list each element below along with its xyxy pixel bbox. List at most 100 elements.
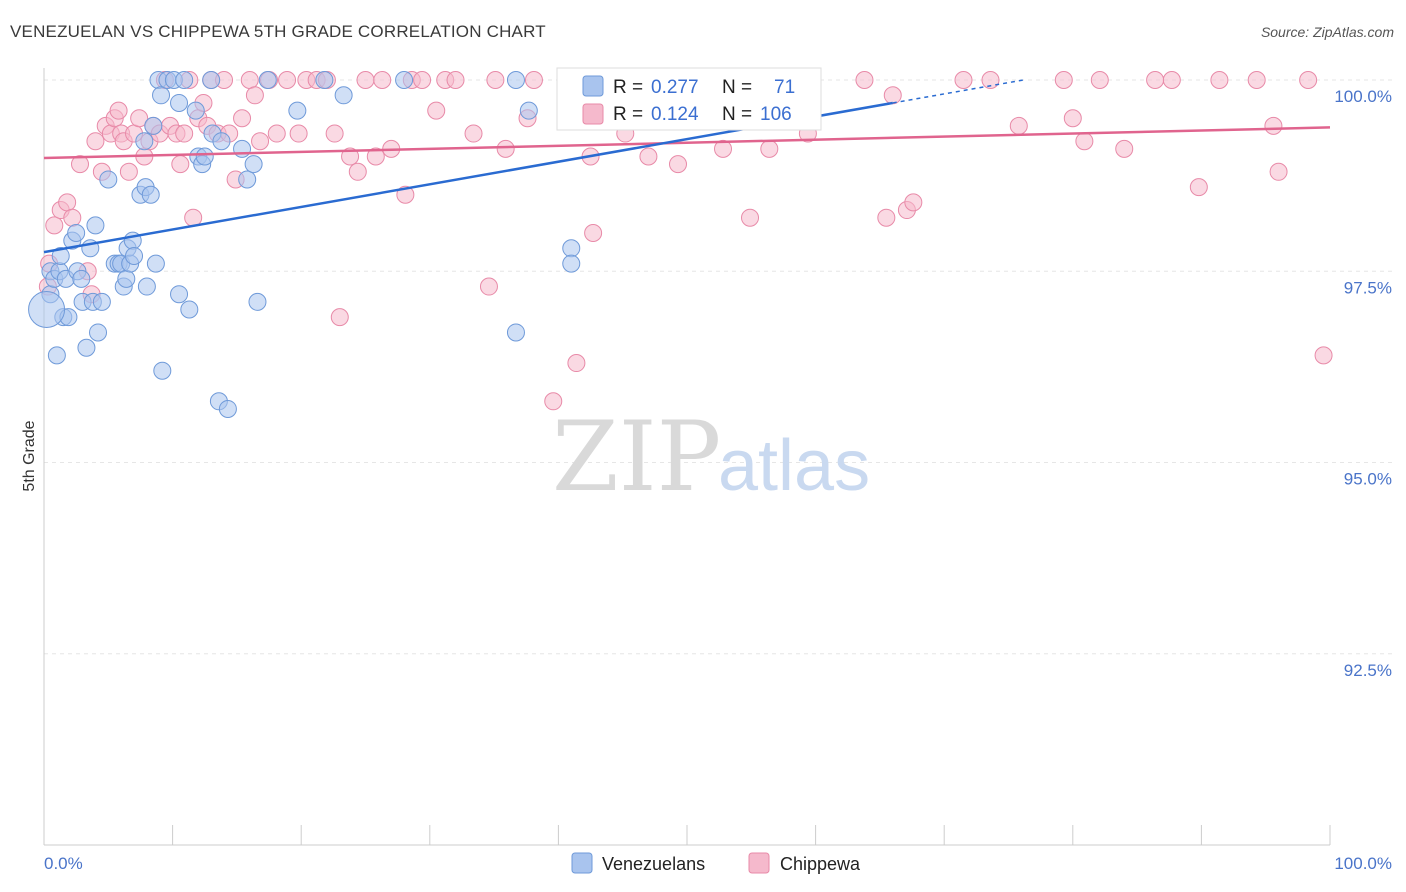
chippewa-point — [413, 71, 432, 89]
venezuelans-point — [86, 216, 105, 235]
venezuelans-point — [135, 132, 154, 151]
chippewa-point — [639, 147, 658, 166]
chippewa-point — [584, 224, 603, 242]
x-tick-label-max: 100.0% — [1334, 854, 1392, 873]
chippewa-point — [171, 155, 190, 174]
chippewa-point — [981, 71, 1000, 89]
chippewa-point — [486, 71, 505, 89]
chippewa-point — [544, 392, 563, 411]
chippewa-point — [289, 124, 308, 143]
venezuelans-point — [28, 291, 66, 328]
y-axis-label: 5th Grade — [21, 420, 38, 491]
venezuelans-point — [99, 170, 118, 189]
venezuelans-point — [89, 323, 108, 342]
venezuelans-point — [47, 346, 66, 365]
venezuelans-point — [170, 93, 189, 112]
chippewa-point — [1115, 139, 1134, 158]
chippewa-point — [1189, 178, 1208, 197]
chippewa-point — [240, 71, 259, 89]
chippewa-point — [278, 71, 297, 89]
watermark-zip: ZIP — [552, 401, 721, 513]
venezuelans-point — [315, 71, 334, 89]
chippewa-point — [58, 193, 77, 212]
venezuelans-point — [186, 101, 205, 120]
venezuelans-point — [77, 338, 96, 357]
chippewa-point — [1314, 346, 1333, 365]
legend-n-label-1: N = — [722, 77, 752, 98]
legend-r-value-chippewa: 0.124 — [651, 104, 699, 125]
chippewa-point — [714, 139, 733, 158]
legend-n-value-chippewa: 106 — [760, 104, 792, 125]
venezuelans-point — [248, 292, 267, 311]
chippewa-point — [251, 132, 270, 151]
venezuelans-point — [506, 323, 525, 342]
chippewa-point — [855, 71, 874, 89]
y-tick-label: 95.0% — [1344, 470, 1392, 489]
legend-r-label-1: R = — [613, 77, 643, 98]
venezuelans-point — [334, 86, 353, 105]
chippewa-point — [86, 132, 105, 151]
venezuelans-point — [258, 71, 277, 89]
venezuelans-point — [146, 254, 165, 273]
chippewa-point — [233, 109, 252, 128]
y-tick-labels: 92.5% 95.0% 97.5% 100.0% — [1334, 87, 1392, 680]
venezuelans-point — [170, 285, 189, 304]
chippewa-point — [71, 155, 90, 174]
chippewa-point — [175, 124, 194, 143]
venezuelans-point — [202, 71, 221, 89]
venezuelans-point — [117, 269, 136, 288]
legend-swatch-chippewa — [582, 103, 604, 125]
chippewa-point — [883, 86, 902, 105]
chippewa-point — [366, 147, 385, 166]
venezuelans-point — [195, 147, 214, 166]
venezuelans-point — [137, 277, 156, 296]
venezuelans-point — [67, 224, 86, 242]
chippewa-point — [1090, 71, 1109, 89]
legend-r-value-venezuelans: 0.277 — [651, 77, 699, 98]
chippewa-point — [954, 71, 973, 89]
venezuelans-point — [141, 185, 160, 204]
venezuelans-point — [175, 71, 194, 89]
chippewa-point — [760, 139, 779, 158]
chippewa-point — [1054, 71, 1073, 89]
venezuelans-point — [180, 300, 199, 319]
venezuelans-point — [395, 71, 414, 89]
legend-n-label-2: N = — [722, 104, 752, 125]
series-legend: Venezuelans Chippewa — [571, 852, 861, 874]
legend-n-value-venezuelans: 71 — [774, 77, 795, 98]
venezuelans-point — [288, 101, 307, 120]
x-ticks — [43, 825, 1331, 845]
chippewa-point — [341, 147, 360, 166]
chippewa-point — [877, 208, 896, 227]
chippewa-point — [524, 71, 543, 89]
chart-title: VENEZUELAN VS CHIPPEWA 5TH GRADE CORRELA… — [10, 22, 546, 41]
venezuelans-point — [519, 101, 538, 120]
bottom-legend-label-chippewa: Chippewa — [780, 854, 861, 874]
venezuelans-point — [212, 132, 231, 151]
chippewa-point — [1009, 116, 1028, 135]
chippewa-point — [479, 277, 498, 296]
chippewa-point — [1264, 116, 1283, 135]
legend-swatch-venezuelans — [582, 75, 604, 97]
venezuelans-point — [244, 155, 263, 174]
y-tick-label: 92.5% — [1344, 661, 1392, 680]
chippewa-point — [1269, 162, 1288, 181]
bottom-legend-swatch-chippewa — [748, 852, 770, 874]
trendline-venezuelans-extension — [892, 79, 1024, 104]
venezuelans-point — [506, 71, 525, 89]
chippewa-point — [109, 101, 128, 120]
chart-source: Source: ZipAtlas.com — [1260, 24, 1394, 40]
venezuelans-point — [125, 246, 144, 265]
venezuelans-point — [72, 269, 91, 288]
chippewa-point — [496, 139, 515, 158]
y-tick-label: 100.0% — [1334, 87, 1392, 106]
x-tick-label-min: 0.0% — [44, 854, 83, 873]
venezuelans-point — [562, 239, 581, 258]
chippewa-point — [668, 155, 687, 174]
chippewa-point — [348, 162, 367, 181]
chippewa-point — [63, 208, 82, 227]
chippewa-point — [1247, 71, 1266, 89]
bottom-legend-swatch-venezuelans — [571, 852, 593, 874]
chippewa-point — [267, 124, 286, 143]
